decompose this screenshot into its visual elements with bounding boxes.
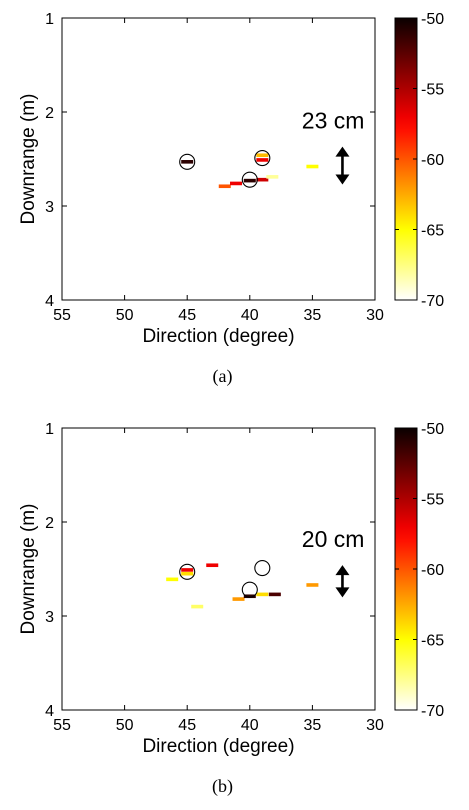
target-circle	[254, 150, 271, 167]
y-tick-label: 4	[45, 703, 54, 720]
target-circle	[179, 153, 196, 170]
colorbar-tick-label: -55	[421, 82, 444, 99]
x-tick-label: 40	[241, 307, 259, 324]
data-point	[181, 160, 194, 164]
x-axis-title: Direction (degree)	[142, 326, 294, 347]
data-point	[266, 175, 279, 179]
x-tick-label: 40	[241, 717, 259, 734]
arrow-head-down	[335, 587, 350, 598]
target-circle	[241, 171, 258, 188]
data-point	[232, 597, 245, 601]
y-axis-title: Downrange (m)	[18, 504, 39, 635]
y-tick-label: 4	[45, 293, 54, 310]
resolution-arrow	[335, 565, 350, 598]
colorbar-tick-label: -60	[421, 152, 444, 169]
data-point	[230, 181, 243, 186]
colorbar-tick-label: -50	[421, 11, 444, 28]
panel-caption: (b)	[212, 776, 233, 797]
arrow-head-up	[335, 565, 350, 576]
data-point	[256, 153, 269, 158]
x-tick-label: 35	[304, 307, 322, 324]
data-point	[256, 592, 269, 597]
target-circle	[254, 560, 271, 577]
x-tick-label: 50	[116, 307, 134, 324]
data-point	[191, 604, 204, 609]
arrow-head-up	[335, 146, 350, 157]
y-tick-label: 3	[45, 609, 54, 626]
data-point	[306, 583, 319, 587]
data-point	[218, 184, 231, 189]
data-point	[256, 158, 269, 162]
y-tick-label: 1	[45, 11, 54, 28]
data-point	[256, 177, 269, 182]
colorbar-tick-label: -60	[421, 562, 444, 579]
colorbar-tick-label: -55	[421, 492, 444, 509]
data-point	[306, 164, 319, 169]
colorbar-tick-label: -70	[421, 293, 444, 310]
target-circle	[241, 581, 258, 598]
y-tick-label: 2	[45, 515, 54, 532]
data-point	[206, 563, 219, 568]
x-tick-label: 50	[116, 717, 134, 734]
data-point	[181, 568, 194, 572]
y-axis-title: Downrange (m)	[18, 94, 39, 225]
resolution-label: 20 cm	[302, 526, 365, 552]
colorbar-tick-label: -65	[421, 633, 444, 650]
x-tick-label: 30	[366, 307, 384, 324]
y-tick-label: 3	[45, 199, 54, 216]
chart-panel-1: 55 50 45 40 35 30 1 2 3 4 Direction (degree) Downra…	[18, 11, 444, 387]
data-point	[166, 577, 179, 582]
y-tick-label: 1	[45, 421, 54, 438]
x-tick-label: 35	[304, 717, 322, 734]
arrow-head-down	[335, 174, 350, 185]
plot-area	[61, 17, 376, 301]
resolution-arrow	[335, 146, 350, 185]
data-point	[268, 592, 281, 597]
x-tick-label: 45	[178, 717, 196, 734]
data-point	[243, 594, 256, 599]
colorbar-tick-label: -65	[421, 223, 444, 240]
x-tick-label: 30	[366, 717, 384, 734]
x-tick-label: 55	[53, 717, 71, 734]
data-point	[243, 178, 256, 183]
y-tick-label: 2	[45, 105, 54, 122]
panel-caption: (a)	[213, 366, 233, 387]
target-circle	[179, 563, 196, 580]
colorbar-tick-label: -70	[421, 703, 444, 720]
chart-panel-2: 55 50 45 40 35 30 1 2 3 4 Direction (degree) Downra…	[18, 421, 444, 797]
x-axis-title: Direction (degree)	[142, 736, 294, 757]
x-tick-label: 55	[53, 307, 71, 324]
colorbar-tick-label: -50	[421, 421, 444, 438]
data-point	[181, 571, 194, 576]
plot-area	[61, 427, 376, 711]
x-tick-label: 45	[178, 307, 196, 324]
resolution-label: 23 cm	[302, 108, 365, 134]
